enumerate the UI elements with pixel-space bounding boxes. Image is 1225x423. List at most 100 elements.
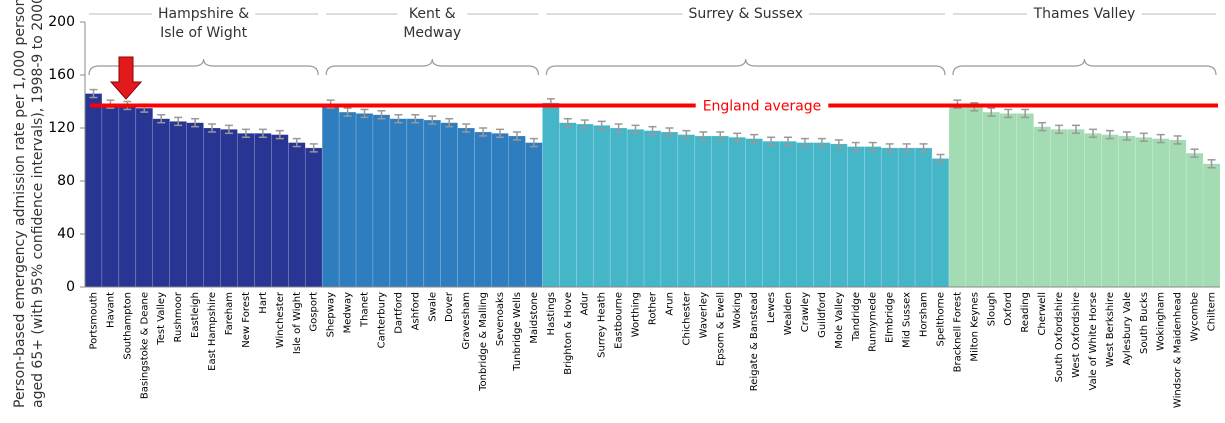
group-label: Isle of Wight (160, 25, 248, 41)
bar (508, 135, 526, 288)
bar (559, 122, 577, 288)
bar (152, 118, 170, 288)
bar (254, 133, 272, 288)
bar (779, 141, 797, 288)
x-tick-label: Rushmoor (173, 291, 184, 342)
bar (626, 129, 645, 288)
group-label: Thames Valley (1033, 6, 1136, 22)
x-tick-label: Wealden (783, 292, 794, 335)
bar (457, 127, 475, 288)
bar (762, 141, 780, 288)
x-tick-label: South Oxfordshire (1054, 292, 1065, 382)
bar (423, 119, 441, 288)
x-tick-label: New Forest (241, 292, 252, 348)
bar (609, 127, 628, 288)
bar (220, 129, 238, 288)
x-tick-label: Worthing (631, 292, 642, 337)
bar (491, 133, 509, 288)
x-tick-label: Reigate & Banstead (749, 292, 760, 391)
bar (965, 106, 984, 288)
x-tick-label: East Hampshire (207, 292, 218, 371)
x-tick-label: Rother (648, 291, 659, 325)
bar (830, 143, 848, 288)
x-tick-label: Elmbridge (885, 292, 896, 343)
bar (169, 121, 187, 288)
bar (711, 135, 729, 288)
x-tick-label: Havant (105, 292, 116, 328)
x-tick-label: Tandridge (851, 292, 862, 342)
bar (1033, 126, 1051, 288)
x-tick-label: Thanet (360, 292, 371, 328)
x-tick-label: Slough (986, 292, 997, 326)
x-tick-label: Waverley (698, 292, 709, 338)
x-tick-label: Southampton (122, 292, 133, 360)
x-tick-label: West Berkshire (1105, 292, 1116, 367)
group-label-bg (1027, 6, 1142, 22)
x-tick-label: Oxford (1003, 292, 1014, 326)
x-tick-label: Fareham (224, 292, 235, 335)
bar (1084, 133, 1102, 288)
x-tick-label: Eastleigh (190, 292, 201, 338)
bar (576, 123, 594, 288)
bar (321, 103, 340, 288)
y-tick-label: 160 (48, 67, 75, 83)
x-tick-label: Mole Valley (834, 292, 845, 349)
x-tick-label: Mid Sussex (902, 292, 913, 348)
bar (237, 133, 255, 288)
y-tick-label: 80 (57, 173, 75, 189)
pointer-arrow (109, 56, 143, 100)
bar (338, 111, 357, 288)
group-label-bg (397, 6, 468, 22)
x-tick-label: Eastbourne (614, 292, 625, 349)
y-tick-label: 120 (48, 120, 75, 136)
bar (694, 135, 713, 288)
bar (796, 142, 814, 288)
bar (304, 147, 323, 288)
bar (389, 118, 408, 288)
y-axis-label: Person-based emergency admission rate pe… (12, 0, 28, 408)
bar (847, 146, 865, 288)
x-tick-label: Chiltern (1207, 292, 1218, 331)
bar (1101, 134, 1119, 288)
group-brace (952, 58, 1217, 76)
x-tick-label: Brighton & Hove (563, 292, 574, 375)
bar (1151, 138, 1170, 288)
x-tick-label: Crawley (800, 292, 811, 332)
bar (271, 134, 289, 288)
bar (592, 125, 611, 288)
bar (203, 127, 221, 288)
x-tick-label: Bracknell Forest (952, 292, 963, 372)
y-tick-label: 40 (57, 226, 75, 242)
group-label-bg (682, 6, 809, 22)
y-tick-label: 200 (48, 14, 75, 30)
x-tick-label: Arun (664, 292, 675, 316)
bar (813, 142, 831, 288)
x-tick-label: South Bucks (1139, 292, 1150, 354)
group-label: Surrey & Sussex (688, 6, 802, 22)
x-tick-label: Spelthorne (935, 292, 946, 346)
x-tick-label: Maidstone (529, 292, 540, 344)
x-tick-label: Dartford (393, 292, 404, 334)
x-tick-label: Wycombe (1190, 292, 1201, 342)
bar (745, 138, 763, 288)
bar (1168, 139, 1187, 288)
x-tick-label: Winchester (275, 291, 286, 348)
x-tick-label: Gosport (309, 292, 320, 332)
x-tick-label: Portsmouth (88, 292, 99, 350)
bar (1135, 137, 1153, 288)
x-tick-label: Runnymede (868, 292, 879, 352)
bar (728, 137, 746, 288)
x-tick-label: Dover (444, 291, 455, 322)
x-tick-label: Tonbridge & Malling (478, 292, 489, 392)
x-tick-label: Lewes (766, 292, 777, 323)
bar (355, 113, 374, 288)
bar (101, 103, 120, 288)
bar (186, 122, 204, 288)
x-tick-label: Medway (343, 292, 354, 333)
x-tick-label: Isle of Wight (292, 292, 303, 354)
y-tick-label: 0 (66, 279, 75, 295)
reference-label: England average (703, 98, 822, 114)
bar (1050, 129, 1068, 288)
x-tick-label: Tunbridge Wells (512, 292, 523, 372)
